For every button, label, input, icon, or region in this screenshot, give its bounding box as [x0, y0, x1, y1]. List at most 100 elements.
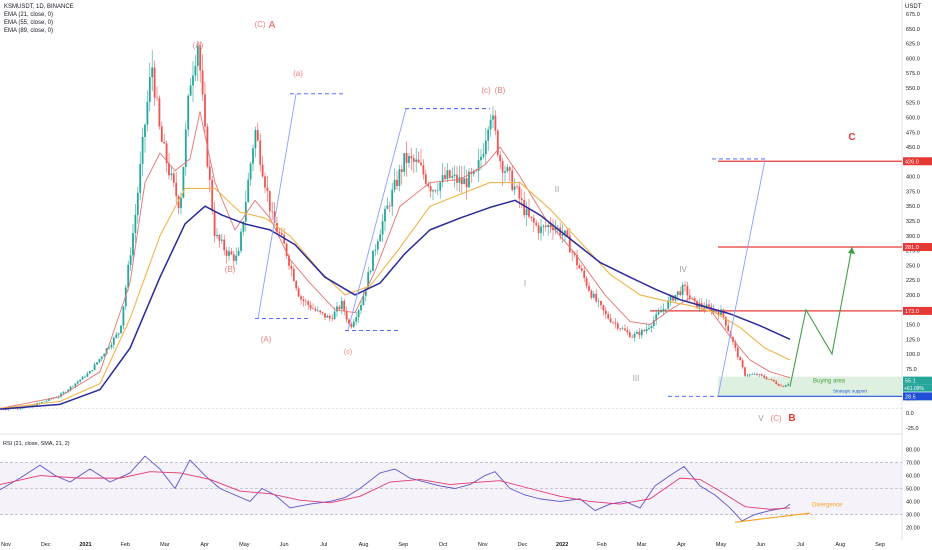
candle-body [511, 170, 514, 190]
candle-body [343, 300, 346, 311]
candle-body [614, 322, 617, 324]
candle-body [146, 101, 149, 125]
y-tick-label: 475.0 [906, 130, 920, 136]
candle-body [487, 129, 490, 141]
candle-body [525, 208, 528, 216]
wave-label: (B) [495, 86, 506, 95]
candle-body [621, 328, 624, 330]
candle-body [148, 77, 151, 102]
candle-body [74, 383, 77, 387]
candle-body [261, 164, 264, 177]
candle-body [115, 334, 118, 338]
ema21-legend[interactable]: EMA (21, close, 0) [4, 12, 54, 18]
candle-body [218, 234, 221, 241]
divergence-label: Divergence [812, 503, 843, 509]
candle-body [532, 217, 535, 223]
candle-body [688, 295, 691, 298]
wave-label: (C) [254, 20, 265, 29]
candle-body [432, 190, 434, 192]
candle-body [352, 321, 355, 327]
candle-body [112, 337, 115, 345]
wave-label: V [758, 414, 764, 423]
y-tick-label: 125.0 [906, 337, 920, 343]
candle-body [727, 325, 730, 332]
candle-body [151, 67, 154, 78]
candle-body [753, 374, 756, 375]
candle-body [100, 356, 103, 359]
x-tick-label: Dec [41, 542, 51, 548]
x-tick-label: May [716, 542, 727, 548]
candle-body [254, 129, 257, 149]
candle-body [530, 216, 533, 218]
wave-label: I [524, 279, 526, 288]
x-tick-label: Sep [875, 542, 885, 548]
candle-body [636, 331, 638, 334]
candle-body [592, 293, 595, 298]
candle-body [276, 223, 278, 232]
y-tick-label: -25.0 [906, 426, 919, 432]
candle-body [64, 392, 67, 393]
wave-label: (c) [481, 86, 491, 95]
wave-label: IV [679, 265, 687, 274]
candle-body [355, 317, 358, 322]
candle-body [597, 300, 600, 302]
x-tick-label: Jul [797, 542, 804, 548]
candle-body [506, 167, 509, 172]
candle-body [415, 159, 418, 162]
candle-body [252, 148, 254, 164]
candle-body [240, 231, 242, 251]
candle-body [782, 385, 785, 387]
candle-body [576, 254, 578, 266]
candle-body [460, 177, 463, 185]
y-tick-label: 75.0 [906, 367, 917, 373]
candle-body [429, 186, 432, 192]
ema55-legend[interactable]: EMA (55, close, 0) [4, 20, 54, 26]
wave-label: (C) [770, 414, 781, 423]
candle-body [316, 310, 319, 312]
candle-body [568, 235, 571, 253]
candle-body [640, 330, 643, 336]
candle-body [249, 163, 252, 180]
candle-body [124, 287, 127, 307]
x-tick-label: Mar [637, 542, 647, 548]
price-badge [903, 157, 932, 166]
candle-body [122, 306, 125, 326]
candle-body [722, 309, 725, 317]
wave-label: (A) [261, 335, 272, 344]
wave-label: A [268, 20, 275, 31]
ema89-legend[interactable]: EMA (89, close, 0) [4, 28, 54, 34]
candle-body [139, 163, 142, 193]
candle-body [501, 161, 504, 173]
candle-body [290, 265, 293, 269]
candle-body [321, 312, 324, 314]
candle-body [72, 386, 74, 387]
candle-body [172, 173, 175, 183]
y-tick-label: 250.0 [906, 263, 920, 269]
y-tick-label: 625.0 [906, 42, 920, 48]
candle-body [232, 254, 235, 261]
candle-body [201, 70, 204, 95]
candle-body [775, 381, 778, 384]
candle-body [780, 385, 782, 387]
candle-body [508, 167, 511, 171]
candle-body [686, 285, 689, 296]
wave-label: (c) [344, 349, 352, 356]
candle-body [554, 228, 557, 231]
candle-body [374, 249, 377, 251]
candle-body [681, 284, 684, 295]
change-badge-label: +61.09% [904, 386, 924, 392]
candle-body [204, 94, 206, 127]
candle-body [657, 312, 660, 315]
candle-body [772, 379, 775, 382]
candle-body [607, 314, 610, 319]
candle-body [676, 291, 679, 295]
candle-body [144, 124, 146, 137]
candle-body [211, 179, 214, 211]
candle-body [43, 401, 46, 403]
candle-body [427, 183, 430, 187]
candle-body [367, 272, 370, 289]
candle-body [513, 186, 516, 190]
price-badge [903, 243, 932, 252]
candle-body [67, 389, 70, 393]
